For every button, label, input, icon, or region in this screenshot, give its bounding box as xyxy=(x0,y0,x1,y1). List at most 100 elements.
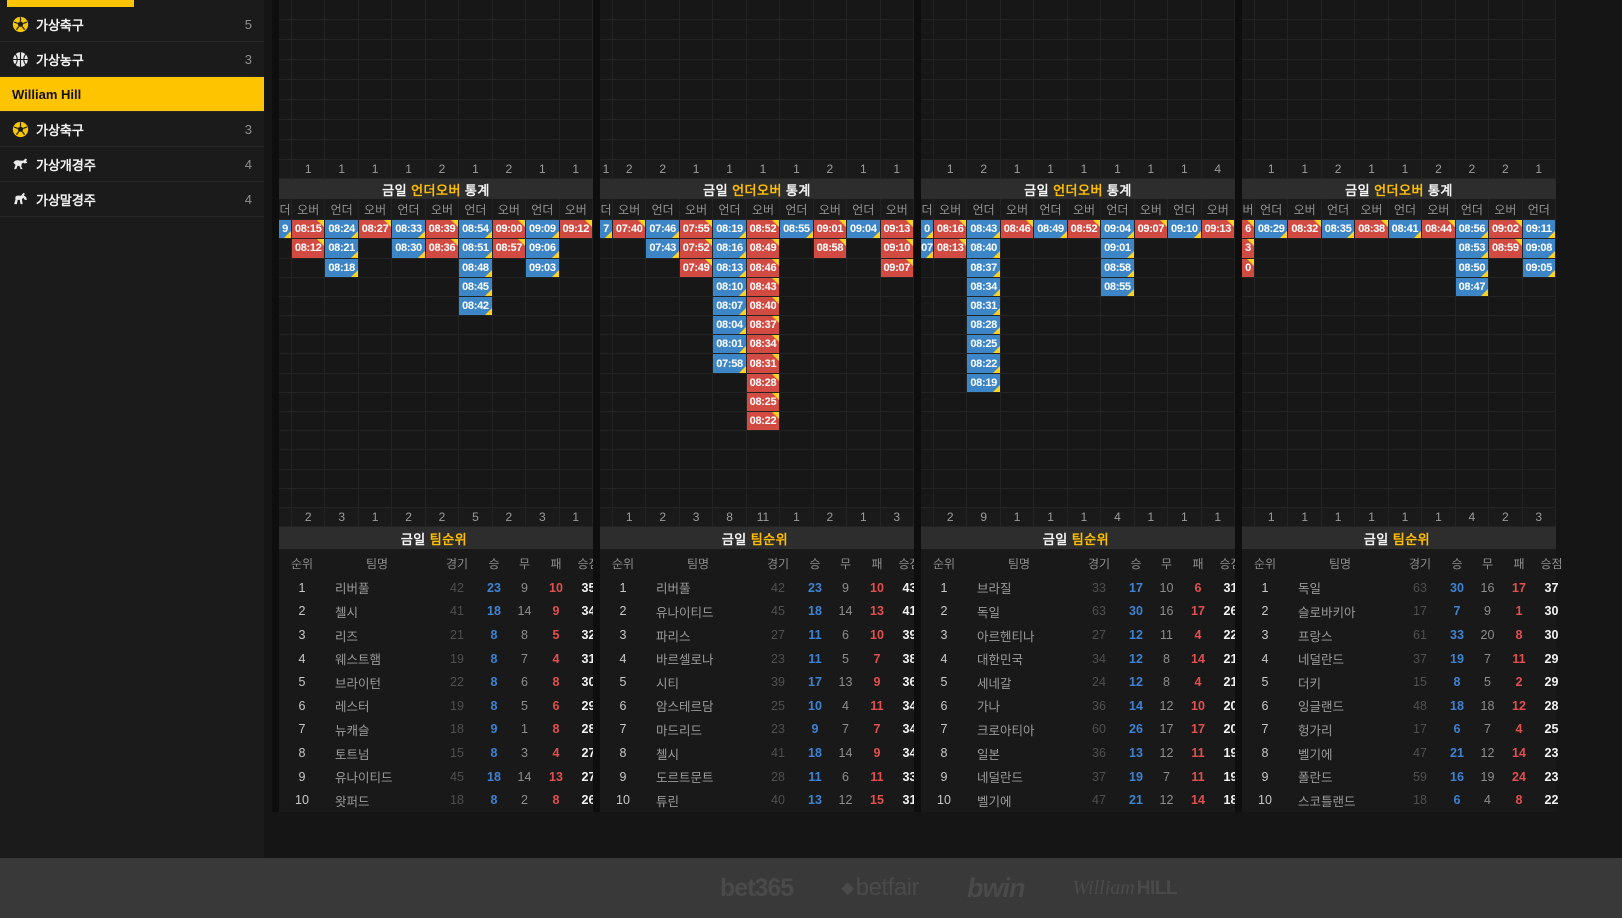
grid-cell: 0 xyxy=(921,220,934,240)
grid-cell xyxy=(1489,412,1523,432)
grid-cell xyxy=(1388,20,1423,40)
sidebar-item-label: William Hill xyxy=(12,86,82,102)
cell-points: 30 xyxy=(1544,628,1559,643)
grid-cell: 09:01 xyxy=(1101,239,1135,259)
grid-cell xyxy=(1489,120,1523,140)
grid-cell xyxy=(1288,140,1322,160)
grid-cell xyxy=(880,100,914,120)
grid-cell xyxy=(425,431,460,451)
cell-games: 47 xyxy=(1413,746,1427,761)
grid-cell xyxy=(1288,488,1322,508)
cell-draws: 14 xyxy=(838,604,853,619)
grid-cell: 08:29 xyxy=(1255,220,1289,240)
grid-cell xyxy=(1000,120,1035,140)
grid-cell xyxy=(1201,80,1235,100)
grid-cell xyxy=(613,20,647,40)
cell-rank: 9 xyxy=(298,769,306,784)
streak-count: 1 xyxy=(1000,160,1035,179)
cell-draws: 8 xyxy=(1163,651,1170,666)
grid-cell xyxy=(1455,450,1490,470)
grid-cell xyxy=(613,277,647,297)
grid-cell xyxy=(921,120,934,140)
grid-cell xyxy=(934,80,968,100)
cell-draws: 7 xyxy=(1484,722,1491,737)
grid-cell xyxy=(813,450,848,470)
grid-cell xyxy=(880,0,914,20)
grid-cell xyxy=(1355,20,1389,40)
cell-draws: 12 xyxy=(838,793,853,808)
time-cell-under: 08:19 xyxy=(967,373,1000,392)
cell-losses: 17 xyxy=(1191,722,1205,737)
table-row: 3 아르헨티나 27 12 11 4 22 xyxy=(927,623,1238,647)
streak-count: 1 xyxy=(1422,507,1456,527)
grid-cell xyxy=(358,469,393,489)
grid-cell xyxy=(1355,412,1389,432)
cell-losses: 2 xyxy=(1515,675,1523,690)
grid-cell xyxy=(392,335,426,355)
cell-draws: 7 xyxy=(1163,769,1170,784)
grid-cell: 08:52 xyxy=(746,220,781,240)
column-label-under: 언더 xyxy=(1168,199,1202,221)
cell-points: 18 xyxy=(1223,793,1238,808)
grid-cell: 08:37 xyxy=(746,316,781,336)
grid-cell xyxy=(1034,392,1068,413)
grid-cell xyxy=(358,239,393,259)
grid-cell xyxy=(358,431,393,451)
corner-flag xyxy=(926,250,933,258)
cell-wins: 13 xyxy=(1129,746,1143,761)
sidebar-item-0[interactable]: 가상축구 5 xyxy=(0,7,264,42)
sidebar-item-3[interactable]: 가상축구 3 xyxy=(0,112,264,147)
grid-cell xyxy=(1134,120,1169,140)
grid-cell: 08:28 xyxy=(746,373,781,393)
grid-cell: 7 xyxy=(600,220,613,240)
grid-cell xyxy=(880,335,914,355)
streak-count: 1 xyxy=(1134,160,1169,179)
grid-cell xyxy=(1034,239,1068,259)
grid-cell xyxy=(1101,140,1135,160)
grid-cell xyxy=(492,277,527,297)
streak-count: 1 xyxy=(292,160,326,179)
time-cell-under: 08:55 xyxy=(1101,277,1134,296)
column-label-under: 언더 xyxy=(1455,199,1490,221)
grid-cell: 09:05 xyxy=(1522,258,1556,278)
grid-cell xyxy=(1067,431,1102,451)
grid-cell xyxy=(1388,296,1423,317)
grid-cell xyxy=(1067,0,1102,20)
grid-cell xyxy=(292,100,326,120)
grid-cell xyxy=(780,335,814,355)
sidebar-item-william-hill[interactable]: William Hill xyxy=(0,77,264,112)
grid-cell xyxy=(1255,412,1289,432)
sidebar-item-1[interactable]: 가상농구 3 xyxy=(0,42,264,77)
grid-cell xyxy=(1255,296,1289,317)
cell-games: 63 xyxy=(1092,604,1106,619)
corner-flag xyxy=(1059,231,1067,239)
grid-cell: 07:49 xyxy=(679,258,714,278)
cell-team-name: 스코틀랜드 xyxy=(1298,794,1356,809)
column-label-over: 오버 xyxy=(1134,199,1169,221)
streak-count: 1 xyxy=(1255,507,1289,527)
streak-count: 3 xyxy=(679,507,714,527)
grid-cell xyxy=(1201,392,1235,413)
table-row: 1 브라질 33 17 10 6 31 xyxy=(927,576,1238,600)
grid-cell xyxy=(847,20,881,40)
grid-cell xyxy=(1201,258,1235,278)
grid-cell xyxy=(679,120,714,140)
sidebar-item-4[interactable]: 가상개경주 4 xyxy=(0,147,264,182)
grid-cell xyxy=(358,412,393,432)
grid-cell xyxy=(492,100,527,120)
streak-count: 3 xyxy=(880,507,914,527)
grid-cell xyxy=(279,354,292,374)
grid-cell xyxy=(600,277,613,297)
grid-cell xyxy=(934,258,968,278)
cell-draws: 19 xyxy=(1480,769,1495,784)
time-cell-under: 09:04 xyxy=(847,220,880,239)
grid-cell xyxy=(1242,277,1255,297)
time-cell-under: 09:06 xyxy=(526,239,559,258)
sidebar-item-5[interactable]: 가상말경주 4 xyxy=(0,182,264,217)
grid-cell xyxy=(1455,140,1490,160)
grid-cell xyxy=(1522,431,1556,451)
cell-wins: 6 xyxy=(1453,722,1461,737)
over-under-labels-row: 더 오버 언더 오버 언더 오버 언더 오버 언더 오버 xyxy=(600,199,914,221)
column-label-under: 더 xyxy=(279,199,292,221)
grid-cell: 08:58 xyxy=(813,239,848,259)
